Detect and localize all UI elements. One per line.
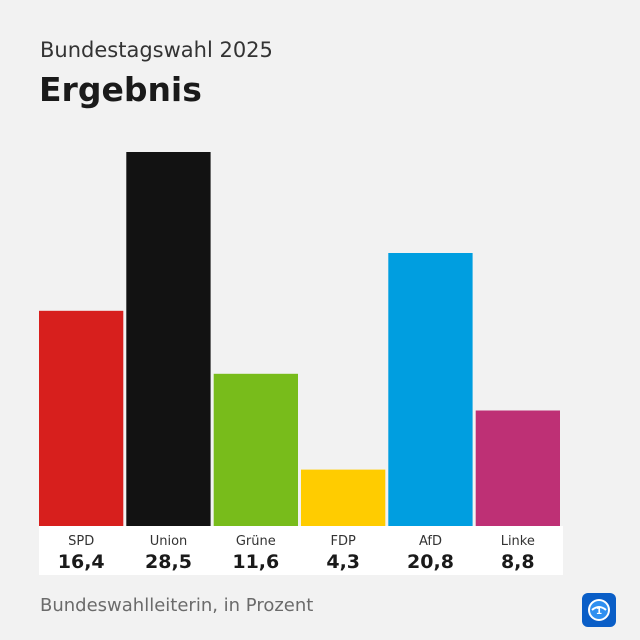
bar-linke (475, 410, 560, 526)
value-label-spd: 16,4 (58, 551, 105, 573)
bar-afd (388, 253, 473, 526)
label-strip (39, 526, 563, 575)
source-note: Bundeswahlleiterin, in Prozent (40, 595, 314, 616)
category-label-spd: SPD (68, 534, 94, 549)
category-label-gr-ne: Grüne (236, 534, 276, 549)
category-label-union: Union (150, 534, 188, 549)
chart-subtitle: Bundestagswahl 2025 (40, 38, 273, 62)
category-label-afd: AfD (419, 534, 442, 549)
value-label-fdp: 4,3 (326, 551, 360, 573)
value-label-union: 28,5 (145, 551, 192, 573)
category-label-fdp: FDP (331, 534, 356, 549)
bar-union (126, 152, 211, 526)
value-label-linke: 8,8 (501, 551, 535, 573)
bar-fdp (301, 469, 386, 526)
category-label-linke: Linke (501, 534, 535, 549)
value-label-afd: 20,8 (407, 551, 454, 573)
chart-title: Ergebnis (39, 70, 202, 109)
bar-gr-ne (213, 373, 298, 526)
tagesschau-logo-icon: 1 (582, 593, 616, 627)
bar-spd (39, 310, 124, 526)
svg-text:1: 1 (596, 607, 602, 617)
value-label-gr-ne: 11,6 (232, 551, 279, 573)
